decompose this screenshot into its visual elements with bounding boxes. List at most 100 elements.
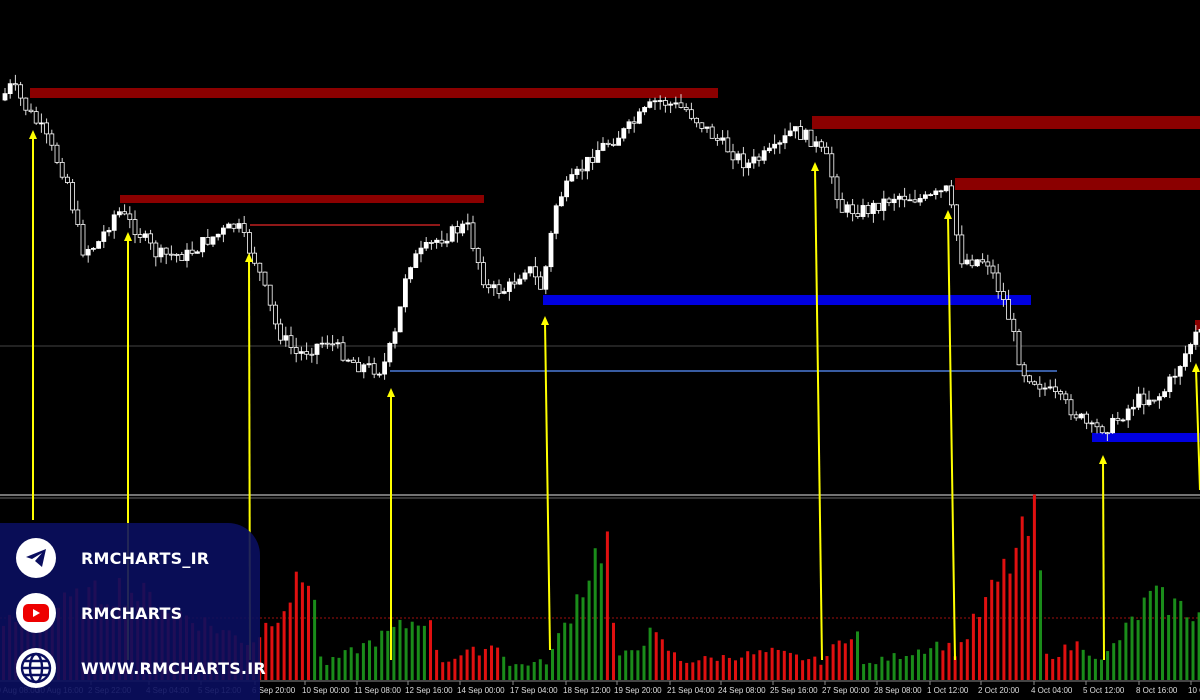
candle-body (314, 343, 320, 355)
demand-zone (1092, 433, 1200, 442)
candle-body (174, 253, 180, 256)
website-url: WWW.RMCHARTS.IR (81, 658, 266, 678)
candle-body (621, 128, 627, 139)
candle-body (319, 342, 325, 345)
youtube-handle: RMCHARTS (81, 603, 183, 623)
volume-bar-down (782, 650, 786, 680)
candle-body (631, 121, 637, 124)
volume-bar-down (1020, 516, 1024, 680)
volume-bar-up (410, 621, 414, 680)
volume-bar-up (593, 548, 597, 680)
candle-body (168, 253, 174, 256)
supply-zone (120, 195, 484, 203)
candle-body (106, 229, 112, 233)
candle-body (23, 97, 29, 111)
volume-bar-down (959, 642, 963, 680)
arrow-head (811, 162, 819, 171)
youtube-link[interactable]: RMCHARTS (16, 593, 182, 633)
candle-body (590, 156, 595, 163)
candle-body (865, 205, 871, 214)
volume-bar-up (929, 648, 933, 680)
volume-bar-down (978, 617, 981, 680)
signal-arrow (947, 215, 956, 661)
time-tick-label: 11 Sep 08:00 (354, 686, 402, 695)
candle-body (85, 248, 91, 256)
volume-bar-down (679, 660, 683, 680)
volume-bar-up (416, 625, 420, 680)
candle-body (574, 168, 580, 175)
candle-body (787, 130, 793, 137)
volume-bar-down (831, 644, 835, 680)
volume-bar-down (984, 597, 988, 680)
volume-bar-down (819, 664, 823, 680)
volume-bar-up (1039, 570, 1042, 680)
time-tick-label: 6 Sep 20:00 (252, 686, 296, 695)
candle-body (28, 109, 34, 113)
website-link[interactable]: WWW.RMCHARTS.IR (16, 648, 266, 688)
volume-bar-up (892, 653, 896, 680)
demand-zone (543, 295, 1031, 305)
volume-bar-down (795, 654, 798, 680)
volume-bar-down (788, 652, 792, 680)
volume-bar-down (746, 651, 750, 680)
candle-body (194, 251, 200, 254)
time-tick-label: 4 Oct 04:00 (1031, 686, 1073, 695)
candle-body (127, 213, 133, 220)
candle-body (725, 137, 731, 153)
candle-body (1032, 381, 1037, 385)
volume-bar-down (1008, 573, 1012, 680)
candle-body (39, 122, 44, 125)
candle-body (512, 281, 517, 285)
volume-bar-down (947, 642, 951, 680)
volume-bar-down (709, 657, 713, 680)
candle-body (855, 213, 861, 217)
volume-bar-up (886, 660, 890, 680)
volume-bar-down (837, 640, 841, 680)
volume-bar-up (587, 580, 591, 680)
volume-bar-down (843, 643, 847, 680)
candle-body (564, 180, 569, 198)
candle-body (340, 342, 346, 361)
candle-body (1016, 331, 1022, 366)
candle-body (1089, 422, 1095, 425)
candle-body (933, 190, 939, 195)
volume-bar-up (874, 664, 878, 680)
candle-body (1027, 375, 1032, 383)
candle-body (345, 359, 351, 362)
volume-bar-up (1173, 598, 1177, 680)
volume-bar-up (1106, 651, 1110, 680)
candle-body (480, 262, 486, 286)
candle-body (813, 141, 819, 147)
arrow-head (387, 388, 395, 397)
volume-bar-up (923, 653, 927, 680)
signal-arrow (1195, 368, 1200, 491)
telegram-link[interactable]: RMCHARTS_IR (16, 538, 209, 578)
volume-bar-down (294, 571, 298, 680)
candle-body (163, 247, 169, 255)
volume-bar-up (514, 664, 518, 680)
volume-bar-down (758, 650, 762, 680)
candle-body (1167, 376, 1173, 393)
candle-body (782, 135, 788, 144)
candle-body (767, 147, 772, 152)
candle-body (959, 234, 965, 265)
candle-body (215, 233, 221, 238)
candle-body (465, 222, 471, 225)
candle-body (834, 176, 840, 201)
volume-bar-down (691, 662, 695, 680)
candle-body (241, 223, 247, 233)
candle-body (824, 146, 829, 155)
candle-body (262, 271, 268, 286)
candle-body (990, 265, 996, 274)
volume-bar-up (398, 619, 402, 680)
candle-body (335, 342, 341, 345)
arrow-head (1192, 363, 1200, 372)
candle-body (657, 100, 663, 102)
volume-bar-up (368, 640, 371, 680)
time-tick-label: 25 Sep 16:00 (770, 686, 818, 695)
candle-body (1079, 413, 1084, 419)
volume-bar-down (1075, 641, 1079, 680)
candle-body (1177, 366, 1183, 377)
candle-body (772, 143, 777, 149)
globe-icon (16, 648, 56, 688)
